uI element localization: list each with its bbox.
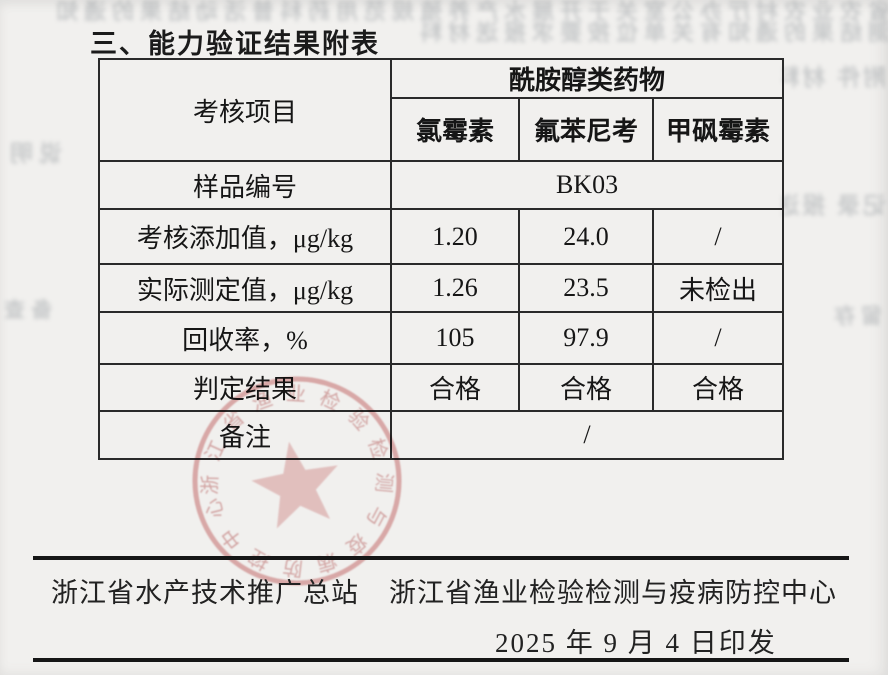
section-title: 三、能力验证结果附表 — [90, 29, 380, 59]
sample-id-value: BK03 — [389, 160, 785, 210]
measured-value-1: 1.26 — [390, 263, 520, 313]
footer-bottom-rule — [33, 658, 849, 662]
row-label-spike-value: 考核添加值，μg/kg — [98, 208, 392, 265]
table-row: 备注 / — [98, 410, 785, 460]
group-header-cell: 酰胺醇类药物 — [389, 58, 785, 99]
footer-top-rule — [33, 556, 849, 560]
table-row: 考核添加值，μg/kg 1.20 24.0 / — [98, 208, 785, 265]
table-row: 氯霉素 氟苯尼考 甲砜霉素 — [99, 97, 785, 162]
recovery-value-1: 105 — [390, 311, 520, 365]
table-row: 判定结果 合格 合格 合格 — [98, 363, 785, 412]
column-header-chloramphenicol: 氯霉素 — [390, 97, 520, 162]
table-row: 考核项目 酰胺醇类药物 — [98, 58, 785, 162]
bleed-through-text: 记录 报送 — [782, 193, 886, 218]
spike-value-3: / — [651, 208, 785, 265]
spike-value-2: 24.0 — [518, 208, 654, 265]
row-label-recovery: 回收率，% — [98, 311, 392, 365]
bleed-through-text: 备查 — [0, 298, 52, 322]
footer-org-1: 浙江省水产技术推广总站 — [51, 578, 359, 608]
table-row: 样品编号 BK03 — [98, 160, 785, 210]
results-table: 考核项目 酰胺醇类药物 氯霉素 氟苯尼考 甲砜霉素 样品编号 BK03 考核添加… — [98, 58, 785, 460]
verdict-value-3: 合格 — [651, 363, 785, 412]
remark-value: / — [389, 410, 785, 460]
footer-organizations: 浙江省水产技术推广总站 浙江省渔业检验检测与疫病防控中心 — [0, 571, 888, 610]
recovery-value-3: / — [651, 311, 785, 365]
bleed-through-text: 说明 — [4, 141, 62, 166]
measured-value-3: 未检出 — [651, 263, 785, 313]
table-row: 回收率，% 105 97.9 / — [98, 311, 785, 365]
column-header-thiamphenicol: 甲砜霉素 — [651, 97, 785, 162]
measured-value-2: 23.5 — [518, 263, 654, 313]
recovery-value-2: 97.9 — [518, 311, 654, 365]
spike-value-1: 1.20 — [390, 208, 520, 265]
row-label-measured-value: 实际测定值，μg/kg — [98, 263, 392, 313]
row-label-verdict: 判定结果 — [98, 363, 392, 412]
verdict-value-2: 合格 — [518, 363, 654, 412]
verdict-value-1: 合格 — [390, 363, 520, 412]
bleed-through-text: 附件 材料 — [782, 65, 886, 90]
corner-header-cell: 考核项目 — [98, 58, 392, 162]
row-label-sample-id: 样品编号 — [98, 160, 392, 210]
bleed-through-text: 留存 — [828, 304, 882, 328]
table-row: 实际测定值，μg/kg 1.26 23.5 未检出 — [98, 263, 785, 313]
row-label-remark: 备注 — [98, 410, 392, 460]
column-header-florfenicol: 氟苯尼考 — [518, 97, 654, 162]
footer-org-2: 浙江省渔业检验检测与疫病防控中心 — [389, 578, 837, 608]
bleed-through-text: 测结果的通知有关单位按要求报送材料 — [420, 20, 888, 45]
footer-issue-date: 2025 年 9 月 4 日印发 — [495, 628, 777, 658]
